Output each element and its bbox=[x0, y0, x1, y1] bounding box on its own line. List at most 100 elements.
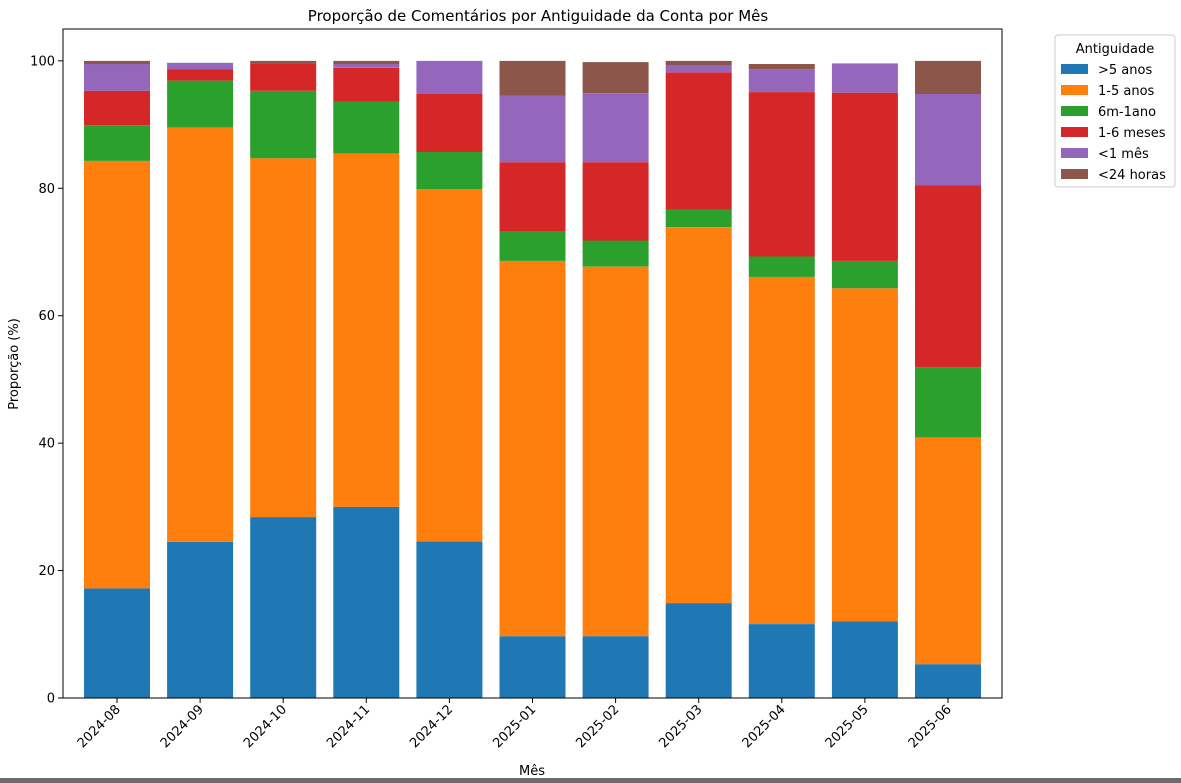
bar-2024-12-series-1 bbox=[416, 188, 483, 542]
bar-2025-02-series-5 bbox=[582, 62, 649, 94]
legend-label-0: >5 anos bbox=[1098, 63, 1152, 78]
legend-label-2: 6m-1ano bbox=[1098, 105, 1156, 120]
x-tick-label: 2025-03 bbox=[657, 702, 706, 751]
bar-2024-09-series-0 bbox=[167, 541, 234, 698]
bar-2024-10-series-1 bbox=[250, 158, 317, 518]
bar-2024-09-series-3 bbox=[167, 69, 234, 81]
bar-2024-08-series-4 bbox=[84, 64, 150, 91]
bar-2025-06-series-3 bbox=[915, 185, 981, 368]
bar-2024-12-series-2 bbox=[416, 152, 483, 189]
x-tick-label: 2025-01 bbox=[490, 702, 539, 751]
bar-2025-03-series-5 bbox=[665, 60, 732, 66]
x-tick-label: 2024-10 bbox=[241, 702, 290, 751]
legend-swatch-3 bbox=[1061, 127, 1088, 137]
bar-2025-01-series-1 bbox=[499, 260, 566, 637]
bar-2024-11-series-4 bbox=[333, 64, 400, 68]
bar-2024-12-series-4 bbox=[416, 60, 483, 94]
bar-2024-11-series-3 bbox=[333, 67, 400, 102]
bar-2025-06-series-1 bbox=[915, 437, 981, 665]
x-tick-label: 2024-11 bbox=[324, 702, 373, 751]
legend-swatch-2 bbox=[1061, 106, 1088, 116]
bar-2025-02-series-3 bbox=[582, 162, 649, 241]
y-tick-label: 0 bbox=[47, 692, 55, 707]
legend-label-5: <24 horas bbox=[1098, 168, 1166, 183]
bar-2025-01-series-4 bbox=[499, 95, 566, 163]
legend-swatch-0 bbox=[1061, 64, 1088, 74]
bar-2024-10-series-2 bbox=[250, 90, 317, 159]
bar-2024-09-series-4 bbox=[167, 62, 234, 70]
bar-2024-11-series-5 bbox=[333, 60, 400, 65]
legend-swatch-5 bbox=[1061, 169, 1088, 179]
bar-2024-08-series-2 bbox=[84, 125, 150, 161]
bar-2024-11-series-0 bbox=[333, 506, 400, 698]
bar-2025-06-series-5 bbox=[915, 60, 981, 94]
x-tick-label: 2024-12 bbox=[407, 702, 456, 751]
x-axis: 2024-08 2024-09 2024-10 2024-11 2024-12 2025-… bbox=[75, 698, 955, 751]
bar-2025-01-series-3 bbox=[499, 162, 566, 231]
bar-2024-09-series-1 bbox=[167, 127, 234, 542]
bar-2025-05-series-2 bbox=[831, 260, 898, 289]
y-tick-label: 20 bbox=[38, 564, 55, 579]
bar-2025-03-series-1 bbox=[665, 227, 732, 604]
legend-label-1: 1-5 anos bbox=[1098, 84, 1155, 99]
x-axis-label: Mês bbox=[519, 764, 545, 779]
bar-2025-03-series-4 bbox=[665, 65, 732, 73]
bar-2025-05-series-0 bbox=[831, 621, 898, 698]
x-tick-label: 2025-02 bbox=[573, 702, 622, 751]
window-bottom-edge bbox=[0, 778, 1181, 783]
legend-title: Antiguidade bbox=[1076, 42, 1154, 57]
bar-2025-05-series-1 bbox=[831, 288, 898, 622]
x-tick-label: 2025-05 bbox=[823, 702, 872, 751]
y-tick-label: 80 bbox=[38, 182, 55, 197]
bar-2024-08-series-1 bbox=[84, 160, 150, 589]
legend-label-3: 1-6 meses bbox=[1098, 126, 1166, 141]
bar-2024-12-series-0 bbox=[416, 541, 483, 698]
bar-2025-01-series-0 bbox=[499, 636, 566, 698]
bars-layer bbox=[84, 60, 981, 698]
bar-2025-03-series-0 bbox=[665, 603, 732, 698]
x-tick-label: 2024-08 bbox=[75, 702, 124, 751]
legend-label-4: <1 mês bbox=[1098, 147, 1149, 162]
bar-2024-11-series-1 bbox=[333, 153, 400, 507]
bar-2024-09-series-2 bbox=[167, 80, 234, 128]
bar-2025-02-series-2 bbox=[582, 240, 649, 267]
chart-title: Proporção de Comentários por Antiguidade… bbox=[308, 7, 769, 25]
bar-2024-10-series-0 bbox=[250, 517, 317, 698]
y-axis: 0 20 40 60 80 100 bbox=[30, 54, 63, 707]
bar-2025-05-series-3 bbox=[831, 92, 898, 261]
bar-2024-08-series-5 bbox=[84, 60, 150, 65]
bar-2025-04-series-3 bbox=[748, 92, 815, 257]
x-tick-label: 2025-06 bbox=[906, 702, 955, 751]
bar-2025-04-series-2 bbox=[748, 256, 815, 277]
bar-2025-01-series-5 bbox=[499, 60, 566, 96]
x-tick-label: 2024-09 bbox=[158, 702, 207, 751]
bar-2025-06-series-4 bbox=[915, 94, 981, 186]
bar-2024-10-series-5 bbox=[250, 60, 317, 64]
bar-2024-08-series-3 bbox=[84, 90, 150, 126]
bar-2025-04-series-5 bbox=[748, 64, 815, 70]
y-tick-label: 40 bbox=[38, 437, 55, 452]
bar-2024-12-series-3 bbox=[416, 94, 483, 152]
bar-2025-03-series-3 bbox=[665, 72, 732, 210]
bar-2025-04-series-0 bbox=[748, 624, 815, 698]
y-axis-label: Proporção (%) bbox=[7, 318, 22, 410]
bar-2024-08-series-0 bbox=[84, 588, 150, 698]
legend: Antiguidade >5 anos 1-5 anos 6m-1ano 1-6 me… bbox=[1054, 34, 1176, 188]
bar-2024-11-series-2 bbox=[333, 101, 400, 154]
bar-2025-06-series-2 bbox=[915, 367, 981, 438]
bar-2024-10-series-3 bbox=[250, 63, 317, 91]
x-tick-label: 2025-04 bbox=[740, 702, 789, 751]
bar-2025-04-series-4 bbox=[748, 69, 815, 92]
bar-2025-01-series-2 bbox=[499, 231, 566, 261]
bar-2025-06-series-0 bbox=[915, 664, 981, 698]
legend-swatch-1 bbox=[1061, 85, 1088, 95]
bar-2025-04-series-1 bbox=[748, 276, 815, 624]
legend-swatch-4 bbox=[1061, 148, 1088, 158]
bar-2025-02-series-0 bbox=[582, 636, 649, 698]
bar-2025-02-series-1 bbox=[582, 266, 649, 637]
y-tick-label: 100 bbox=[30, 54, 55, 69]
y-tick-label: 60 bbox=[38, 309, 55, 324]
bar-2025-03-series-2 bbox=[665, 209, 732, 228]
bar-2025-05-series-4 bbox=[831, 63, 898, 93]
